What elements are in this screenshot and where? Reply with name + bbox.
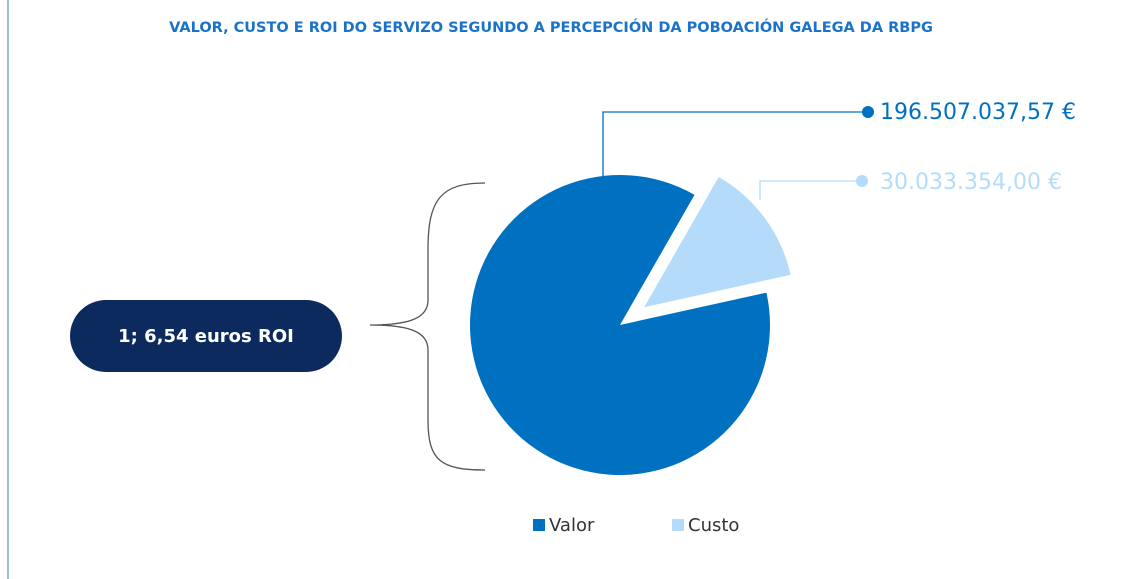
pie-slice <box>644 177 791 308</box>
value-label: 30.033.354,00 € <box>880 170 1062 195</box>
legend-swatch <box>672 519 684 531</box>
brace <box>369 182 486 471</box>
legend-swatch <box>533 519 545 531</box>
legend-label: Valor <box>549 515 595 536</box>
leader-dot <box>856 175 868 187</box>
roi-label: 1; 6,54 euros ROI <box>118 326 294 347</box>
pie-slice <box>470 175 770 475</box>
leader-line <box>759 180 856 200</box>
chart-title: VALOR, CUSTO E ROI DO SERVIZO SEGUNDO A … <box>169 18 933 36</box>
leader-dot <box>862 106 874 118</box>
value-label: 196.507.037,57 € <box>880 100 1076 125</box>
leader-line <box>602 111 862 180</box>
roi-pill <box>70 300 342 372</box>
legend-label: Custo <box>688 515 739 536</box>
